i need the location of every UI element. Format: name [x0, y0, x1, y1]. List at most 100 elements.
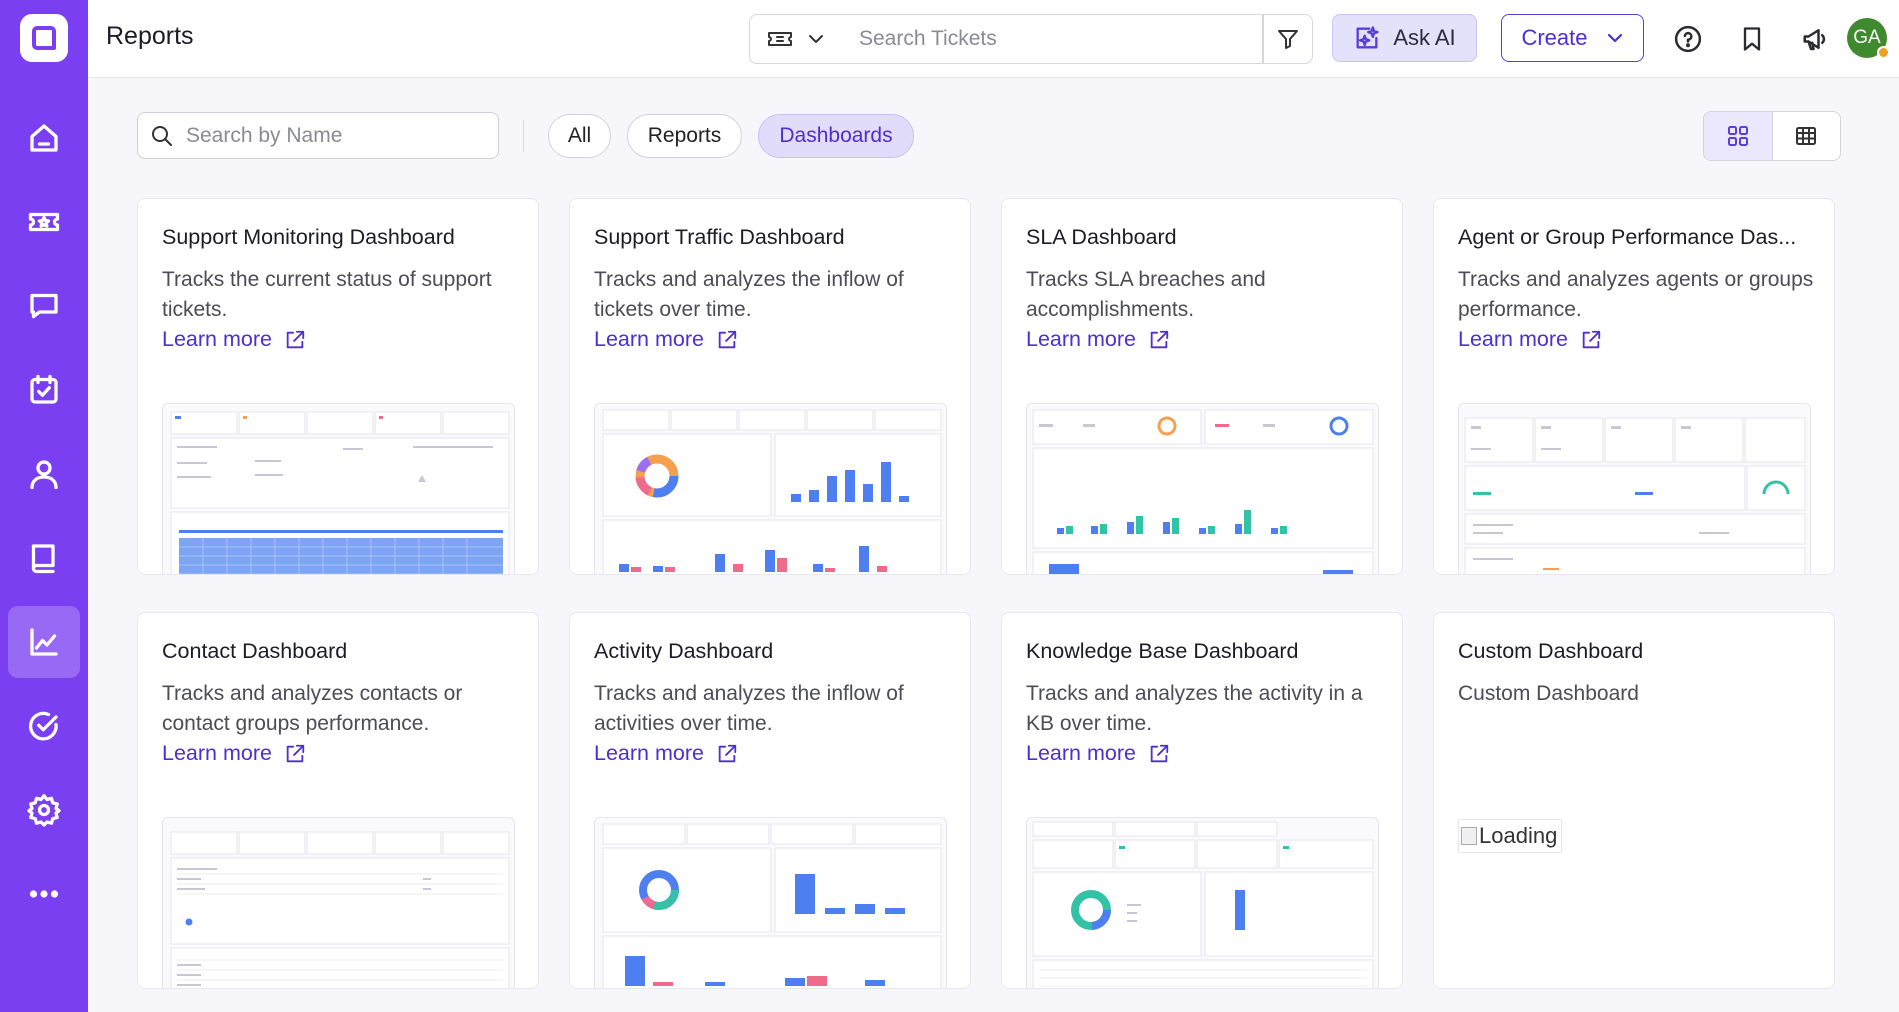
filter-button[interactable]	[1263, 14, 1313, 64]
calendar-check-icon	[30, 374, 58, 404]
grid-icon	[1727, 126, 1748, 146]
card-description: Tracks and analyzes the inflow of ticket…	[594, 268, 904, 321]
chevron-down-icon	[808, 35, 823, 43]
learn-more-label: Learn more	[162, 741, 272, 765]
chevron-down-icon	[1607, 33, 1622, 43]
avatar-initials: GA	[1853, 27, 1881, 48]
sidebar-item-contacts[interactable]	[8, 438, 80, 510]
card-description: Tracks and analyzes the activity in a KB…	[1026, 682, 1363, 735]
learn-more-link[interactable]: Learn more	[162, 327, 306, 352]
learn-more-link[interactable]: Learn more	[1026, 741, 1170, 766]
top-header: Reports Ask AI Create GA	[88, 0, 1899, 78]
learn-more-link[interactable]: Learn more	[594, 327, 738, 352]
search-icon	[152, 126, 172, 146]
more-icon	[29, 890, 59, 898]
dashboard-preview-thumbnail	[594, 403, 947, 574]
sidebar-item-tasks[interactable]	[8, 354, 80, 426]
sidebar-item-settings[interactable]	[8, 774, 80, 846]
announcements-button[interactable]	[1797, 20, 1835, 58]
image-alt-text: Loading	[1479, 823, 1558, 848]
chat-icon	[30, 293, 58, 319]
external-link-icon	[1150, 744, 1169, 762]
chart-icon	[30, 628, 58, 656]
sidebar-item-approvals[interactable]	[8, 690, 80, 762]
card-title: Support Traffic Dashboard	[594, 225, 845, 249]
dashboard-card[interactable]: Activity Dashboard Tracks and analyzes t…	[569, 612, 971, 989]
dashboard-preview-thumbnail	[594, 817, 947, 988]
card-title: Support Monitoring Dashboard	[162, 225, 455, 249]
filter-chip-reports[interactable]: Reports	[627, 114, 742, 158]
grid-view-button[interactable]	[1704, 112, 1773, 160]
card-description: Tracks and analyzes agents or groups per…	[1458, 268, 1814, 321]
learn-more-link[interactable]: Learn more	[1026, 327, 1170, 352]
external-link-icon	[1150, 330, 1169, 348]
search-tickets-input[interactable]	[841, 14, 1263, 64]
status-indicator	[1877, 46, 1890, 59]
learn-more-link[interactable]: Learn more	[594, 741, 738, 766]
sidebar-item-chat[interactable]	[8, 270, 80, 342]
card-description: Tracks and analyzes the inflow of activi…	[594, 682, 904, 735]
card-description: Custom Dashboard	[1458, 682, 1639, 705]
external-link-icon	[718, 744, 737, 762]
toolbar-divider	[523, 120, 524, 152]
ask-ai-button[interactable]: Ask AI	[1332, 14, 1477, 62]
dashboard-preview-thumbnail	[1458, 403, 1811, 574]
broken-image-icon	[1461, 827, 1477, 845]
learn-more-link[interactable]: Learn more	[162, 741, 306, 766]
filter-chip-all[interactable]: All	[548, 114, 611, 158]
filter-icon	[1278, 30, 1298, 49]
learn-more-link[interactable]: Learn more	[1458, 327, 1602, 352]
dashboard-card[interactable]: SLA Dashboard Tracks SLA breaches and ac…	[1001, 198, 1403, 575]
dashboard-card[interactable]: Custom Dashboard Custom Dashboard Loadin…	[1433, 612, 1835, 989]
card-title: SLA Dashboard	[1026, 225, 1177, 249]
external-link-icon	[1582, 330, 1601, 348]
sidebar-item-tickets[interactable]	[8, 186, 80, 258]
card-description: Tracks SLA breaches and accomplishments.	[1026, 268, 1266, 321]
card-title: Activity Dashboard	[594, 639, 774, 663]
card-description: Tracks the current status of support tic…	[162, 268, 492, 321]
bookmark-button[interactable]	[1733, 20, 1771, 58]
sidebar-item-more[interactable]	[8, 858, 80, 930]
create-button[interactable]: Create	[1501, 14, 1644, 62]
card-title: Knowledge Base Dashboard	[1026, 639, 1299, 663]
ticket-type-dropdown[interactable]	[749, 14, 842, 64]
table-view-button[interactable]	[1773, 112, 1841, 160]
learn-more-label: Learn more	[594, 327, 704, 351]
search-by-name-input[interactable]	[186, 119, 486, 153]
sidebar-item-knowledge-base[interactable]	[8, 522, 80, 594]
sidebar-nav	[8, 102, 80, 942]
dashboard-card[interactable]: Contact Dashboard Tracks and analyzes co…	[137, 612, 539, 989]
dashboard-card[interactable]: Support Traffic Dashboard Tracks and ana…	[569, 198, 971, 575]
broken-preview-image: Loading	[1458, 819, 1563, 853]
sidebar-item-home[interactable]	[8, 102, 80, 174]
help-button[interactable]	[1669, 20, 1707, 58]
dashboard-preview-thumbnail	[1026, 817, 1379, 988]
app-logo[interactable]	[20, 14, 68, 62]
learn-more-label: Learn more	[162, 327, 272, 351]
card-description: Tracks and analyzes contacts or contact …	[162, 682, 463, 735]
ticket-icon	[28, 212, 60, 232]
card-title: Agent or Group Performance Das...	[1458, 225, 1797, 249]
gear-icon	[27, 794, 61, 827]
check-circle-icon	[28, 711, 58, 741]
dashboard-card[interactable]: Support Monitoring Dashboard Tracks the …	[137, 198, 539, 575]
search-by-name-field[interactable]	[137, 112, 499, 159]
dashboard-card[interactable]: Agent or Group Performance Das... Tracks…	[1433, 198, 1835, 575]
learn-more-label: Learn more	[1026, 741, 1136, 765]
user-avatar[interactable]: GA	[1847, 18, 1890, 59]
bookmark-icon	[1743, 27, 1761, 51]
learn-more-label: Learn more	[1458, 327, 1568, 351]
filter-chip-dashboards[interactable]: Dashboards	[758, 114, 914, 158]
dashboard-card[interactable]: Knowledge Base Dashboard Tracks and anal…	[1001, 612, 1403, 989]
view-mode-toggle	[1703, 111, 1841, 161]
dashboard-preview-thumbnail	[162, 403, 515, 574]
ticket-icon	[767, 32, 792, 46]
page-title: Reports	[106, 22, 194, 50]
learn-more-label: Learn more	[594, 741, 704, 765]
learn-more-label: Learn more	[1026, 327, 1136, 351]
sidebar-item-reports[interactable]	[8, 606, 80, 678]
user-icon	[30, 460, 58, 490]
external-link-icon	[718, 330, 737, 348]
external-link-icon	[286, 330, 305, 348]
external-link-icon	[286, 744, 305, 762]
